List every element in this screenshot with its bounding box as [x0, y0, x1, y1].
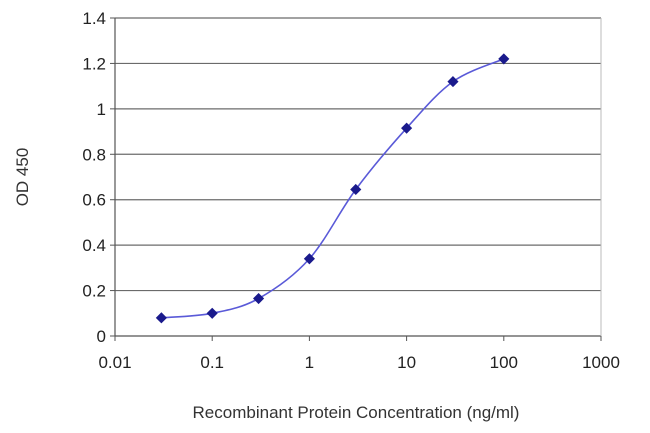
y-tick-label: 1.2 — [82, 54, 106, 73]
y-tick-labels: 0 0.2 0.4 0.6 0.8 1 1.2 1.4 — [82, 9, 106, 346]
axes — [110, 17, 602, 341]
y-tick-label: 1.4 — [82, 9, 106, 28]
x-tick-label: 1000 — [582, 353, 620, 372]
data-point-marker — [350, 183, 362, 196]
data-point-marker — [498, 53, 510, 65]
y-tick-label: 0.4 — [82, 236, 106, 255]
x-tick-label: 0.1 — [200, 353, 224, 372]
x-tick-label: 100 — [490, 353, 518, 372]
x-tick-labels: 0.01 0.1 1 10 100 1000 — [98, 353, 619, 372]
data-point-marker — [447, 76, 459, 88]
y-axis-title: OD 450 — [13, 148, 32, 207]
gridlines — [115, 17, 601, 292]
y-tick-label: 0.2 — [82, 282, 106, 301]
y-tick-label: 0.6 — [82, 191, 106, 210]
data-point-marker — [206, 307, 218, 319]
data-point-marker — [303, 253, 315, 265]
x-tick-label: 10 — [397, 353, 416, 372]
data-point-marker — [401, 122, 413, 134]
y-tick-label: 0 — [97, 327, 106, 346]
data-point-marker — [155, 312, 167, 324]
x-axis-title: Recombinant Protein Concentration (ng/ml… — [193, 403, 520, 422]
y-tick-label: 1 — [97, 100, 106, 119]
x-tick-label: 0.01 — [98, 353, 131, 372]
y-tick-label: 0.8 — [82, 145, 106, 164]
x-tick-label: 1 — [305, 353, 314, 372]
data-series — [155, 53, 510, 324]
data-point-marker — [253, 292, 265, 305]
series-line — [161, 58, 505, 319]
